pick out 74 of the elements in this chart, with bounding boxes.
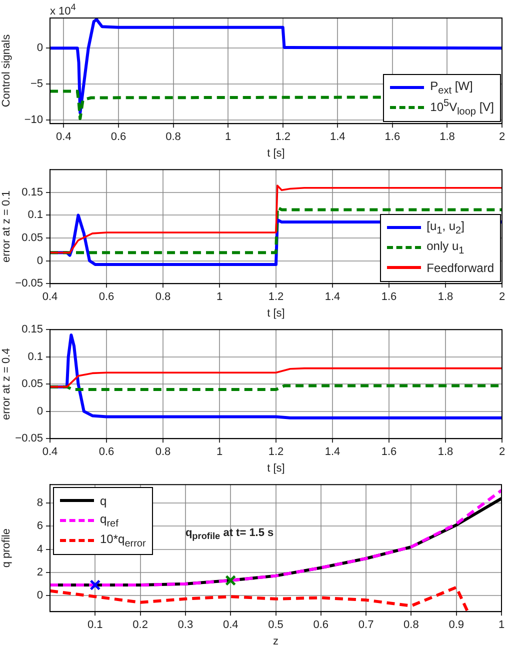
y-tick-label: 0.15 xyxy=(22,186,43,198)
x-tick-label: 0.3 xyxy=(178,619,194,632)
x-tick-label: 0.6 xyxy=(110,131,126,144)
x-tick-label: 0.8 xyxy=(166,131,181,144)
x-axis-title: t [s] xyxy=(267,307,285,320)
y-tick-label: 0 xyxy=(36,42,43,54)
y-tick-label: −0.05 xyxy=(15,278,43,290)
x-axis-title: z xyxy=(273,635,278,648)
legend-label: P$_{ext}$ [W] xyxy=(430,78,473,96)
x-tick-label: 1 xyxy=(216,446,223,458)
y-axis-title: error at z = 0.1 xyxy=(0,190,13,263)
y-tick-label: −0.05 xyxy=(15,432,43,445)
x-tick-label: 1.4 xyxy=(324,446,340,458)
x-tick-label: 0.6 xyxy=(313,619,329,632)
x-tick-label: 0.6 xyxy=(98,291,114,304)
x-tick-label: 0.5 xyxy=(268,619,284,632)
legend-label: [u$_{1}$, u$_{2}$] xyxy=(426,218,464,236)
x-tick-label: 0.8 xyxy=(155,291,171,304)
x-tick-label: 2 xyxy=(498,131,506,144)
x-tick-label: 1.6 xyxy=(381,291,397,304)
x-tick-label: 1.4 xyxy=(324,291,340,304)
x-axis-title: t [s] xyxy=(267,147,285,160)
x-tick-label: 1.2 xyxy=(275,131,290,144)
y-tick-label: 0 xyxy=(36,254,43,267)
legend-label: 10$^{5}$V$_{loop}$ [V] xyxy=(430,98,494,118)
x-tick-label: 1.4 xyxy=(330,131,346,144)
y-tick-label: 0.05 xyxy=(22,378,43,390)
line-series xyxy=(50,586,470,612)
x-tick-label: 0.2 xyxy=(132,619,148,632)
x-tick-label: 0.4 xyxy=(222,619,238,632)
x-tick-label: 0.4 xyxy=(56,131,72,144)
legend-label: only u$_{1}$ xyxy=(426,238,464,256)
y-tick-label: 0 xyxy=(36,405,43,418)
x-tick-label: 0.7 xyxy=(358,619,374,632)
x-tick-label: 1.8 xyxy=(440,131,455,144)
text: x 10$^{4}$ xyxy=(50,2,76,18)
y-tick-label: −10 xyxy=(24,114,43,126)
y-tick-label: 2 xyxy=(36,566,43,578)
y-tick-label: 0.1 xyxy=(28,350,43,363)
x-tick-label: 0.4 xyxy=(42,446,58,458)
x-tick-label: 0.9 xyxy=(448,619,464,632)
x-tick-label: 0.1 xyxy=(88,619,103,632)
y-axis-title: Control signals xyxy=(0,34,13,108)
legend-label: q$_{ref}$ xyxy=(100,512,118,530)
y-tick-label: 0.1 xyxy=(28,209,43,222)
x-tick-label: 0.8 xyxy=(155,446,171,458)
x-axis-title: t [s] xyxy=(267,462,285,474)
y-tick-label: 4 xyxy=(36,543,43,556)
x-tick-label: 2 xyxy=(498,291,506,304)
x-tick-label: 1.2 xyxy=(268,446,284,458)
x-tick-label: 1.2 xyxy=(268,291,284,304)
y-tick-label: 0.05 xyxy=(22,232,43,244)
y-tick-label: −5 xyxy=(30,78,43,90)
x-tick-label: 0.8 xyxy=(404,619,419,632)
y-tick-label: 8 xyxy=(36,497,43,510)
x-tick-label: 1.6 xyxy=(384,131,400,144)
y-tick-label: 6 xyxy=(36,520,43,532)
x-tick-label: 1.8 xyxy=(438,446,454,458)
annotation: q$_{profile}$ at t= 1.5 s xyxy=(185,526,274,541)
y-axis-title: error at z = 0.4 xyxy=(0,348,13,420)
x-tick-label: 2 xyxy=(498,446,506,458)
x-tick-label: 0.6 xyxy=(98,446,114,458)
x-tick-label: 1 xyxy=(216,291,223,304)
legend-label: Feedforward xyxy=(426,260,494,275)
x-tick-label: 1 xyxy=(498,619,505,632)
legend-label: 10*q$_{error}$ xyxy=(100,532,146,550)
x-tick-label: 1 xyxy=(225,131,232,144)
x-tick-label: 0.4 xyxy=(42,291,58,304)
y-tick-label: 0.15 xyxy=(22,324,43,336)
legend-label: q xyxy=(100,494,107,508)
x-tick-label: 1.6 xyxy=(381,446,397,458)
y-tick-label: 0 xyxy=(36,589,43,602)
x-tick-label: 1.8 xyxy=(438,291,454,304)
y-axis-title: q profile xyxy=(0,528,13,568)
